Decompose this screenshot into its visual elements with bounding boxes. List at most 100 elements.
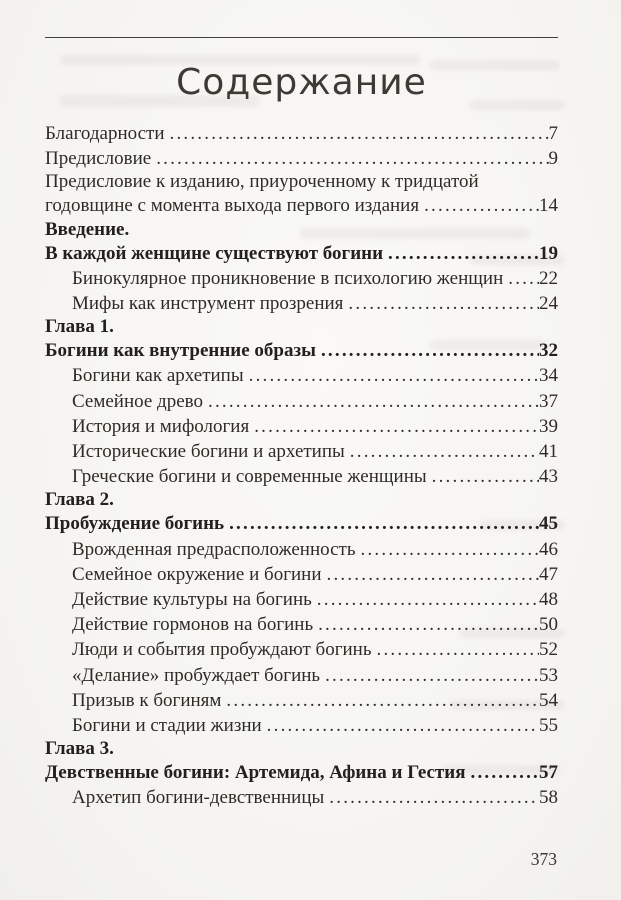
toc-entry: Глава 1.Богини как внутренние образы 32	[45, 316, 558, 363]
toc-entry-row: Греческие богини и современные женщины 43	[45, 464, 558, 489]
dot-leader	[345, 439, 539, 464]
toc-entry-label: Греческие богини и современные женщины	[72, 466, 427, 488]
toc-entry-page: 9	[548, 148, 559, 170]
toc-entry-row: В каждой женщине существуют богини 19	[45, 241, 558, 266]
dot-leader	[427, 464, 539, 489]
toc-entry-label: Предисловие	[45, 148, 152, 170]
toc-entry-row: Врожденная предрасположенность 46	[45, 537, 558, 562]
toc-entry-row: Исторические богини и архетипы 41	[45, 439, 558, 464]
toc-entry-page: 39	[539, 415, 558, 437]
toc-entry-page: 58	[539, 787, 558, 809]
folio-page-number: 373	[530, 849, 557, 869]
toc-entry: Призыв к богиням 54	[45, 688, 558, 713]
toc-entry-page: 37	[539, 390, 558, 412]
toc-entry-label: Действие культуры на богинь	[72, 589, 312, 611]
toc-entry-heading: Предисловие к изданию, приуроченному к т…	[45, 171, 479, 193]
toc-entry: Глава 3. Девственные богини: Артемида, Аф…	[45, 738, 558, 785]
toc-list: Благодарности 7 Предисловие 9 Предисловие к …	[45, 121, 558, 811]
toc-entry-row: годовщине с момента выхода первого издан…	[45, 193, 558, 218]
toc-entry-heading: Глава 2.	[45, 489, 114, 511]
toc-entry: Богини как архетипы 34	[45, 363, 558, 388]
toc-entry-heading: Глава 3.	[45, 738, 114, 760]
toc-entry-page: 47	[539, 563, 558, 585]
dot-leader	[249, 414, 539, 439]
toc-entry-row: Архетип богини-девственницы 58	[45, 785, 558, 810]
toc-entry-row: Действие гормонов на богинь 50	[45, 612, 558, 637]
toc-entry-label: Богини и стадии жизни	[72, 715, 262, 737]
toc-entry-page: 54	[539, 689, 558, 711]
dot-leader	[343, 291, 539, 316]
toc-entry-row: Девственные богини: Артемида, Афина и Ге…	[45, 760, 558, 785]
page-showthrough	[60, 95, 260, 107]
toc-entry-row: Богини как архетипы 34	[45, 363, 558, 388]
toc-entry: Предисловие 9	[45, 146, 558, 171]
toc-entry-page: 48	[539, 589, 558, 611]
dot-leader	[356, 537, 539, 562]
toc-entry-page: 14	[539, 195, 558, 217]
dot-leader	[419, 193, 539, 218]
toc-entry-page: 52	[539, 639, 558, 661]
dot-leader	[372, 637, 540, 662]
toc-entry-page: 43	[539, 466, 558, 488]
toc-entry-row: Богини и стадии жизни 55	[45, 713, 558, 738]
toc-entry-label: В каждой женщине существуют богини	[45, 242, 384, 264]
toc-entry-label: Семейное окружение и богини	[72, 563, 322, 585]
toc-entry: Глава 2.Пробуждение богинь 45	[45, 489, 558, 536]
toc-entry: История и мифология 39	[45, 414, 558, 439]
toc-entry-page: 32	[539, 340, 558, 362]
toc-entry-page: 24	[539, 293, 558, 315]
toc-entry-row: Призыв к богиням 54	[45, 688, 558, 713]
toc-entry-page: 34	[539, 365, 558, 387]
toc-entry: Бинокулярное проникновение в психологию …	[45, 266, 558, 291]
toc-entry-label: Призыв к богиням	[72, 689, 222, 711]
toc-entry-page: 7	[548, 123, 559, 144]
page-showthrough	[60, 55, 420, 65]
dot-leader	[324, 785, 539, 810]
dot-leader	[221, 688, 539, 713]
toc-entry: Люди и события пробуждают богинь 52	[45, 637, 558, 662]
toc-entry-label: Пробуждение богинь	[45, 513, 225, 535]
dot-leader	[165, 121, 549, 146]
toc-entry-row: Мифы как инструмент прозрения 24	[45, 291, 558, 316]
header-rule	[45, 37, 558, 38]
dot-leader	[244, 363, 539, 388]
toc-entry-row: Благодарности 7	[45, 121, 558, 146]
toc-entry-row: Богини как внутренние образы 32	[45, 338, 558, 363]
toc-entry-label: Семейное древо	[72, 390, 203, 412]
toc-entry: Мифы как инструмент прозрения 24	[45, 291, 558, 316]
toc-entry: «Делание» пробуждает богинь 53	[45, 663, 558, 688]
toc-entry: Греческие богини и современные женщины 43	[45, 464, 558, 489]
toc-entry-label: Мифы как инструмент прозрения	[72, 293, 344, 315]
toc-entry: Семейное древо 37	[45, 389, 558, 414]
toc-entry: Введение. В каждой женщине существуют бог…	[45, 219, 558, 266]
toc-entry-page: 19	[539, 242, 558, 264]
toc-entry-page: 46	[539, 538, 558, 560]
page-showthrough	[470, 100, 565, 110]
dot-leader	[466, 760, 540, 785]
page-showthrough	[430, 60, 560, 70]
toc-entry: Благодарности 7	[45, 121, 558, 146]
toc-entry-page: 22	[539, 267, 558, 289]
page-showthrough	[300, 228, 530, 239]
toc-entry: Действие гормонов на богинь 50	[45, 612, 558, 637]
toc-entry-row: Действие культуры на богинь 48	[45, 587, 558, 612]
toc-entry-page: 57	[539, 762, 558, 784]
dot-leader	[383, 241, 539, 266]
dot-leader	[316, 338, 539, 363]
toc-entry-label: Бинокулярное проникновение в психологию …	[72, 267, 504, 289]
toc-entry-label: Врожденная предрасположенность	[72, 538, 356, 560]
toc-entry: Врожденная предрасположенность 46	[45, 537, 558, 562]
dot-leader	[320, 663, 539, 688]
toc-entry-page: 45	[539, 513, 558, 535]
toc-entry-label: годовщине с момента выхода первого издан…	[45, 195, 420, 217]
dot-leader	[224, 511, 539, 536]
toc-entry-row: Предисловие 9	[45, 146, 558, 171]
toc-entry-row: Люди и события пробуждают богинь 52	[45, 637, 558, 662]
toc-entry-page: 50	[539, 614, 558, 636]
toc-entry-row: История и мифология 39	[45, 414, 558, 439]
toc-entry-label: Архетип богини-девственницы	[72, 787, 325, 809]
toc-entry-heading: Введение.	[45, 218, 130, 240]
dot-leader	[203, 389, 539, 414]
toc-entry: Исторические богини и архетипы 41	[45, 439, 558, 464]
